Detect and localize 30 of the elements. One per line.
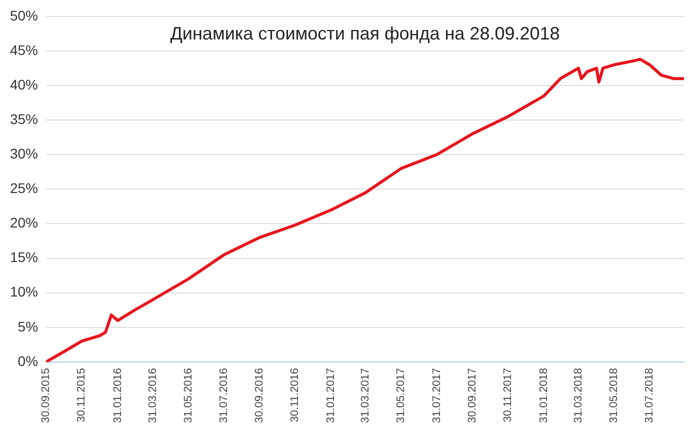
- y-tick-label: 50%: [10, 7, 38, 24]
- x-tick-label: 30.09.2017: [466, 368, 478, 424]
- x-tick-label: 31.05.2017: [395, 368, 408, 424]
- x-tick-label: 31.05.2018: [608, 368, 620, 424]
- x-tick-label: 31.03.2017: [360, 368, 372, 424]
- x-tick-label: 31.07.2017: [430, 368, 443, 424]
- x-tick-label: 30.09.2016: [253, 368, 266, 424]
- x-tick-label: 31.07.2018: [644, 368, 656, 424]
- x-tick-label: 31.01.2016: [112, 368, 124, 424]
- y-tick-label: 10%: [10, 284, 38, 300]
- x-tick-label: 31.07.2016: [218, 368, 230, 424]
- y-tick-label: 35%: [10, 110, 38, 127]
- x-tick-label: 30.09.2015: [40, 368, 52, 424]
- y-tick-label: 45%: [10, 42, 38, 58]
- y-tick-label: 30%: [10, 145, 38, 162]
- y-tick-label: 40%: [10, 76, 38, 92]
- x-tick-label: 30.11.2016: [289, 368, 302, 422]
- y-tick-label: 0%: [18, 352, 38, 369]
- y-tick-label: 5%: [18, 318, 38, 334]
- y-tick-label: 15%: [10, 249, 38, 266]
- x-tick-label: 31.01.2018: [538, 368, 550, 424]
- x-tick-label: 30.11.2015: [76, 368, 88, 422]
- y-tick-label: 25%: [10, 180, 38, 196]
- x-tick-label: 31.05.2016: [182, 368, 194, 424]
- y-tick-label: 20%: [10, 214, 38, 231]
- x-tick-label: 31.03.2018: [572, 368, 584, 424]
- x-tick-label: 31.01.2017: [325, 368, 338, 424]
- x-tick-label: 31.03.2016: [146, 368, 159, 424]
- chart-title: Динамика стоимости пая фонда на 28.09.2018: [170, 23, 560, 44]
- x-tick-label: 30.11.2017: [502, 368, 514, 422]
